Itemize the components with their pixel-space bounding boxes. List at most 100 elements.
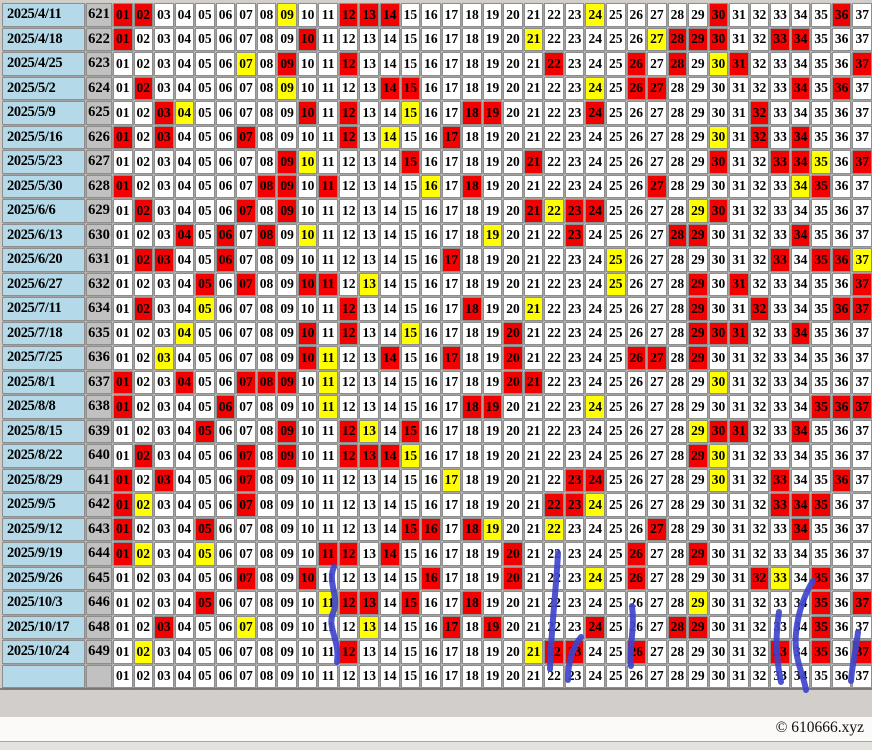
number-cell: 25 (605, 542, 626, 566)
number-cell: 08 (256, 444, 277, 468)
number-cell: 24 (585, 615, 605, 639)
number-cell: 31 (729, 444, 749, 468)
number-cell: 37 (852, 664, 872, 688)
number-cell: 25 (605, 370, 626, 394)
number-cell: 21 (523, 101, 544, 125)
number-cell: 20 (503, 468, 523, 492)
number-cell: 36 (831, 468, 852, 492)
number-cell: 34 (790, 542, 811, 566)
number-cell: 36 (831, 101, 852, 125)
number-cell: 27 (647, 297, 667, 321)
number-cell: 20 (503, 664, 523, 688)
number-cell: 33 (770, 27, 790, 51)
number-cell: 34 (790, 419, 811, 443)
number-cell: 03 (154, 468, 174, 492)
number-cell: 22 (544, 321, 564, 345)
number-cell: 09 (277, 444, 297, 468)
number-cell: 22 (544, 3, 564, 27)
number-cell: 15 (400, 199, 421, 223)
number-cell: 07 (236, 297, 256, 321)
number-cell: 13 (359, 419, 380, 443)
number-cell: 18 (462, 174, 482, 198)
number-cell: 23 (564, 517, 585, 541)
draw-issue-cell: 621 (86, 3, 112, 27)
number-cell: 10 (297, 297, 318, 321)
number-cell: 27 (647, 101, 667, 125)
draw-date-cell: 2025/6/27 (2, 272, 85, 296)
number-cell: 16 (421, 125, 441, 149)
number-cell: 15 (400, 346, 421, 370)
draw-issue-cell: 626 (86, 125, 112, 149)
number-cell: 37 (852, 566, 872, 590)
number-cell: 34 (790, 566, 811, 590)
number-cell: 28 (667, 199, 688, 223)
number-cell: 22 (544, 76, 564, 100)
number-cell: 32 (749, 444, 770, 468)
number-cell: 18 (462, 150, 482, 174)
number-cell: 26 (626, 419, 647, 443)
number-cell: 35 (811, 321, 831, 345)
number-cell: 02 (133, 150, 154, 174)
number-cell: 27 (647, 199, 667, 223)
number-cell: 32 (749, 150, 770, 174)
number-cell: 10 (297, 150, 318, 174)
number-cell: 08 (256, 150, 277, 174)
number-cell: 27 (647, 493, 667, 517)
number-cell: 28 (667, 101, 688, 125)
number-cell: 26 (626, 566, 647, 590)
number-cell: 16 (421, 640, 441, 664)
number-cell: 26 (626, 223, 647, 247)
number-cell: 17 (441, 591, 462, 615)
number-cell: 35 (811, 174, 831, 198)
number-cell: 14 (380, 76, 400, 100)
number-cell: 30 (708, 566, 729, 590)
number-cell: 35 (811, 27, 831, 51)
number-cell: 22 (544, 591, 564, 615)
number-cell: 19 (482, 125, 503, 149)
number-cell: 35 (811, 125, 831, 149)
number-cell: 02 (133, 125, 154, 149)
number-cell: 26 (626, 321, 647, 345)
number-cell: 04 (174, 27, 195, 51)
number-cell: 28 (667, 52, 688, 76)
number-cell: 19 (482, 174, 503, 198)
number-cell: 01 (113, 468, 133, 492)
number-cell: 02 (133, 493, 154, 517)
number-cell: 18 (462, 27, 482, 51)
number-cell: 17 (441, 248, 462, 272)
number-cell: 29 (688, 150, 708, 174)
number-cell: 03 (154, 174, 174, 198)
draw-row: 2025/9/19 644 01 02 03 04 05 06 07 08 09 10 11 12 13 14… (2, 542, 872, 566)
number-cell: 13 (359, 395, 380, 419)
number-cell: 35 (811, 223, 831, 247)
number-cell: 09 (277, 101, 297, 125)
number-cell: 34 (790, 27, 811, 51)
number-cell: 35 (811, 101, 831, 125)
number-cell: 17 (441, 3, 462, 27)
draw-date-cell: 2025/7/18 (2, 321, 85, 345)
number-cell: 13 (359, 297, 380, 321)
number-cell: 33 (770, 640, 790, 664)
number-cell: 01 (113, 444, 133, 468)
number-cell: 11 (318, 566, 338, 590)
number-cell: 24 (585, 640, 605, 664)
number-cell: 06 (215, 346, 236, 370)
number-cell: 26 (626, 199, 647, 223)
number-cell: 37 (852, 174, 872, 198)
number-cell: 09 (277, 346, 297, 370)
number-cell: 31 (729, 321, 749, 345)
number-cell: 36 (831, 272, 852, 296)
number-cell: 22 (544, 370, 564, 394)
number-cell: 13 (359, 101, 380, 125)
number-cell: 27 (647, 76, 667, 100)
number-cell: 18 (462, 3, 482, 27)
number-cell: 16 (421, 101, 441, 125)
number-cell: 19 (482, 3, 503, 27)
number-cell: 33 (770, 3, 790, 27)
number-cell: 15 (400, 321, 421, 345)
number-cell: 27 (647, 125, 667, 149)
number-cell: 35 (811, 591, 831, 615)
number-cell: 16 (421, 346, 441, 370)
number-cell: 03 (154, 517, 174, 541)
draw-issue-cell: 629 (86, 199, 112, 223)
